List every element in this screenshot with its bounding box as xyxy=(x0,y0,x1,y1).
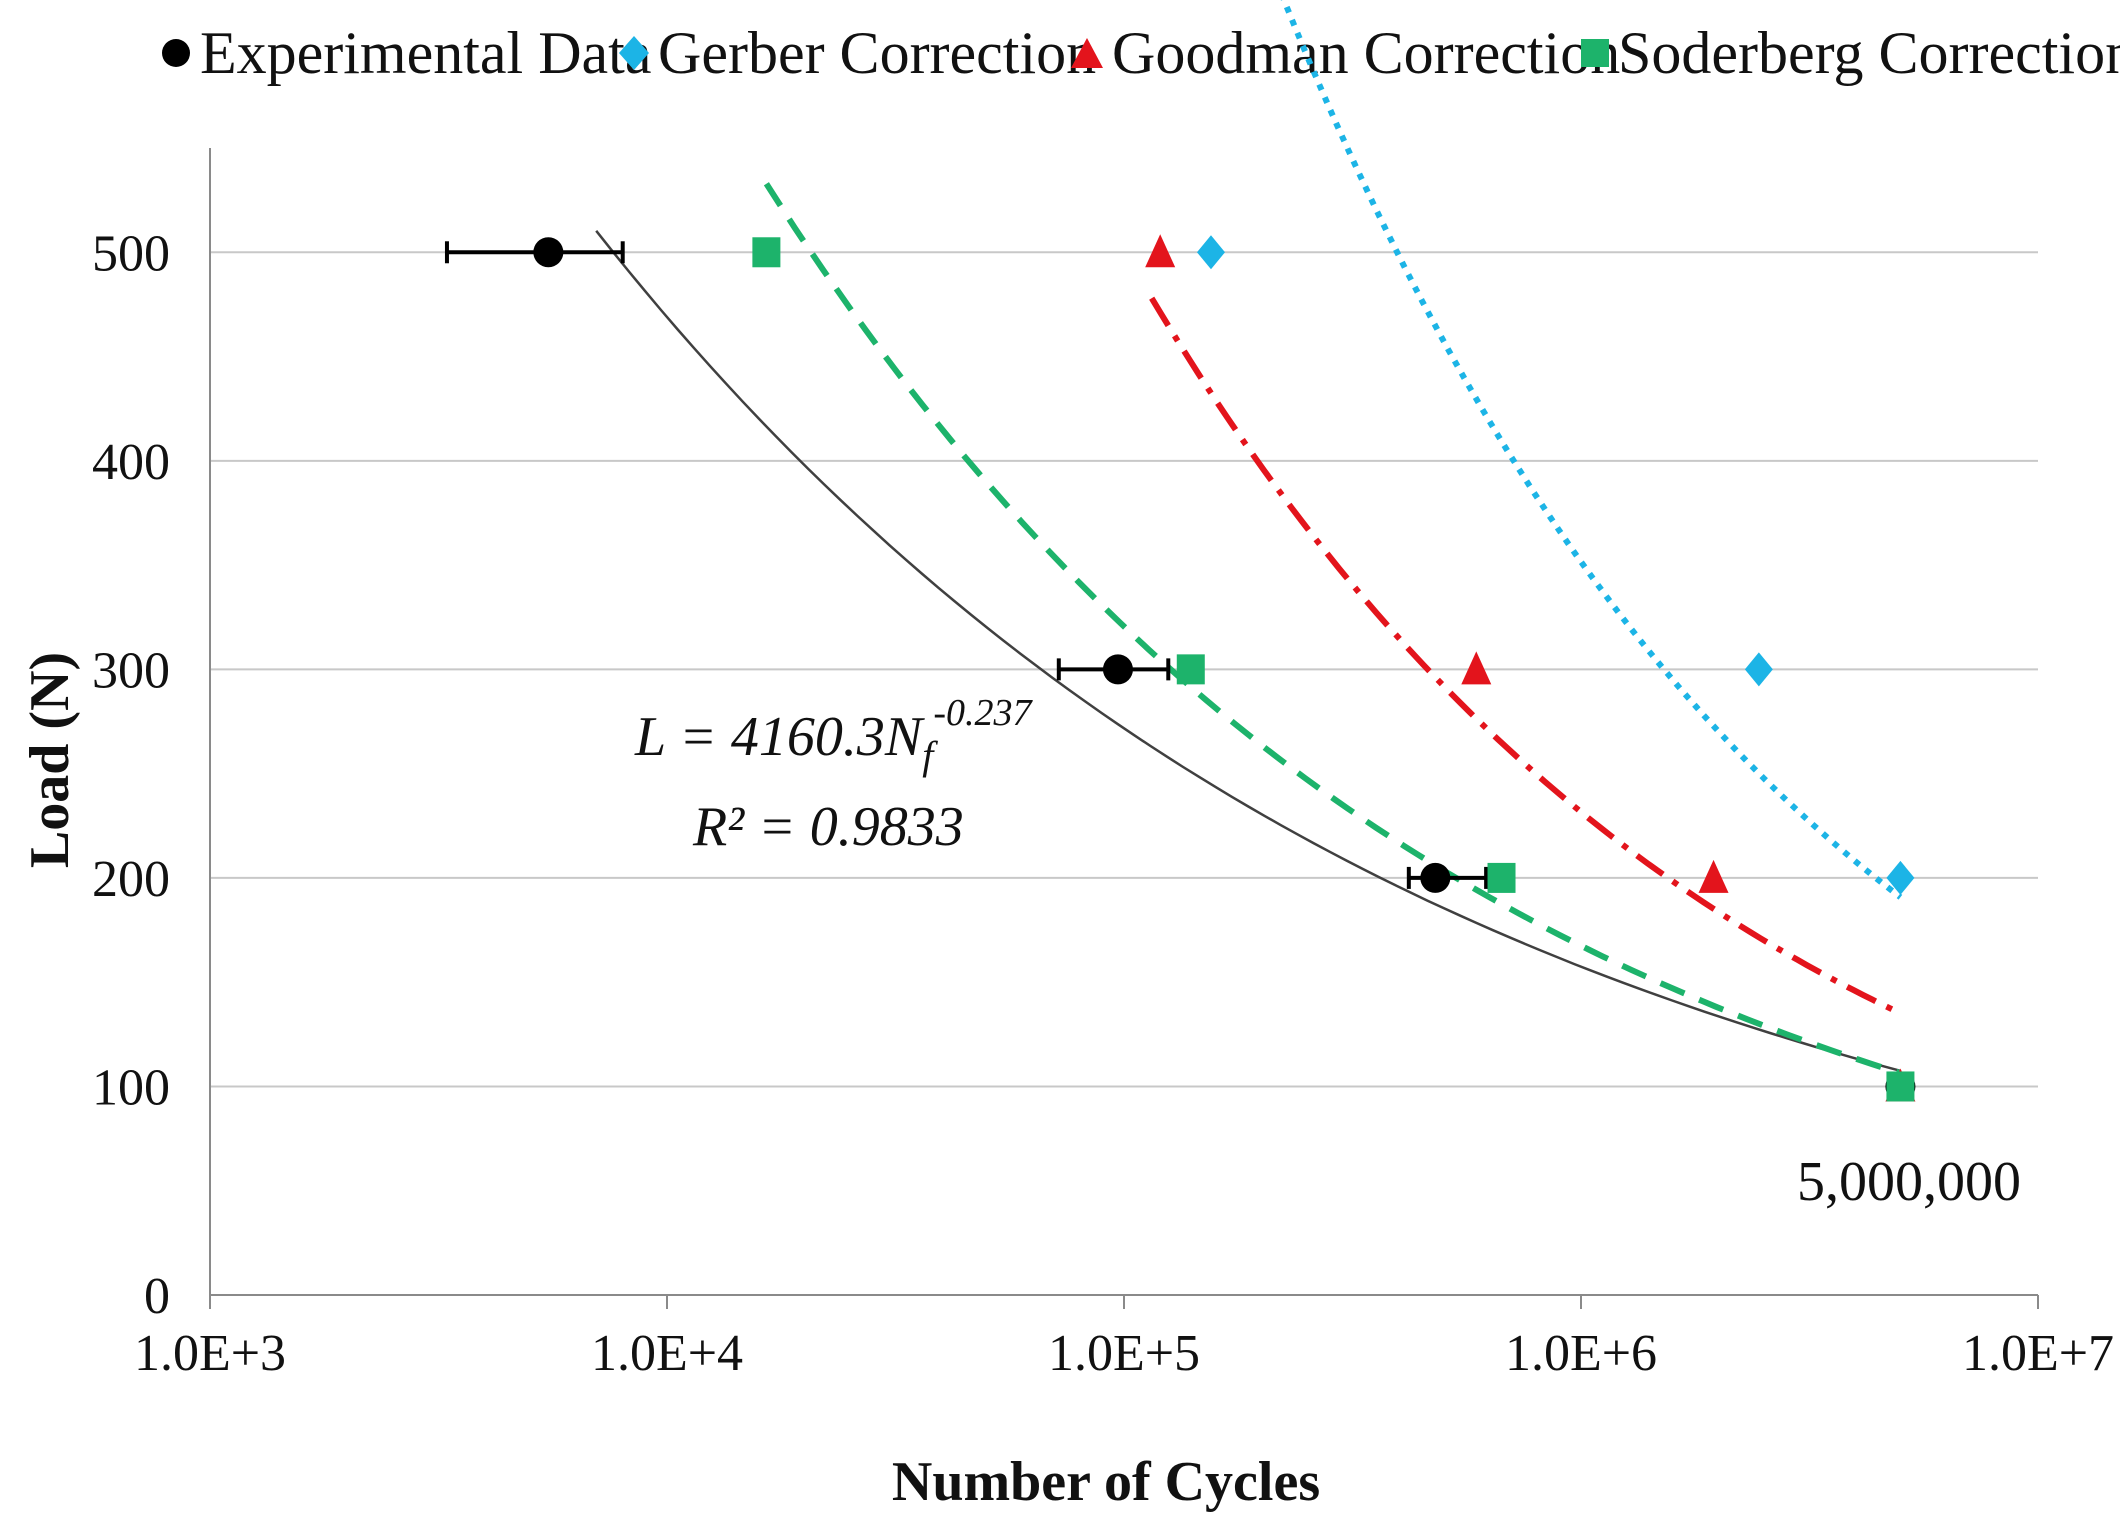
marker-soderberg-2 xyxy=(1487,862,1516,893)
y-tick-label-300: 300 xyxy=(92,642,170,699)
data-markers xyxy=(533,234,1916,1102)
trendline-goodman xyxy=(1149,296,1902,1017)
square-marker-icon xyxy=(1581,39,1609,67)
r-squared-annotation: R² = 0.9833 xyxy=(692,796,964,858)
marker-experimental-1 xyxy=(1102,654,1133,685)
x-tick-label-0: 1.0E+3 xyxy=(134,1325,286,1382)
legend-label-soderberg: Soderberg Correction xyxy=(1618,19,2120,86)
equation-subscript: f xyxy=(922,733,938,778)
legend-item-goodman: Goodman Correction xyxy=(1070,18,1620,88)
trendlines xyxy=(595,0,1903,1077)
marker-experimental-2 xyxy=(1420,862,1451,893)
triangle-marker-icon xyxy=(1071,38,1103,68)
marker-experimental-0 xyxy=(533,237,564,268)
x-axis-title: Number of Cycles xyxy=(892,1451,1320,1513)
legend-label-goodman: Goodman Correction xyxy=(1112,19,1621,86)
legend: Experimental Data Gerber Correction Good… xyxy=(0,18,2120,88)
y-tick-label-500: 500 xyxy=(92,225,170,282)
y-tick-label-100: 100 xyxy=(92,1059,170,1116)
marker-soderberg-3 xyxy=(1886,1071,1915,1102)
circle-marker-icon xyxy=(162,39,190,67)
y-tick-label-400: 400 xyxy=(92,434,170,491)
x-tick-label-2: 1.0E+5 xyxy=(1048,1325,1200,1382)
diamond-marker-icon xyxy=(619,36,649,70)
legend-item-experimental: Experimental Data xyxy=(160,18,651,88)
axes xyxy=(209,148,2039,1309)
marker-soderberg-1 xyxy=(1176,654,1205,685)
x-tick-label-3: 1.0E+6 xyxy=(1505,1325,1657,1382)
y-tick-label-200: 200 xyxy=(92,851,170,908)
marker-gerber-1 xyxy=(1744,652,1773,687)
marker-gerber-2 xyxy=(1886,860,1915,895)
equation-main: L = 4160.3N xyxy=(634,706,925,768)
legend-label-experimental: Experimental Data xyxy=(200,19,652,86)
legend-item-soderberg: Soderberg Correction xyxy=(1580,18,2120,88)
y-axis-title: Load (N) xyxy=(19,652,81,868)
legend-item-gerber: Gerber Correction xyxy=(618,18,1096,88)
tick-labels: 0 100 200 300 400 500 1.0E+3 1.0E+4 1.0E+5 1.0E+6… xyxy=(92,225,2114,1382)
marker-gerber-0 xyxy=(1196,235,1225,270)
equation-annotation: L = 4160.3Nf-0.237 xyxy=(634,692,1034,778)
x-tick-label-1: 1.0E+4 xyxy=(591,1325,743,1382)
error-bars xyxy=(444,241,1489,889)
cycles-annotation: 5,000,000 xyxy=(1797,1151,2021,1213)
legend-label-gerber: Gerber Correction xyxy=(658,19,1097,86)
marker-soderberg-0 xyxy=(752,237,781,268)
trendline-experimental xyxy=(595,230,1901,1073)
marker-goodman-1 xyxy=(1461,651,1492,685)
marker-goodman-0 xyxy=(1145,234,1176,268)
trendline-soderberg xyxy=(763,182,1902,1077)
trendline-gerber xyxy=(1280,0,1903,900)
marker-goodman-2 xyxy=(1698,859,1729,893)
y-tick-label-0: 0 xyxy=(144,1268,170,1325)
equation-exponent: -0.237 xyxy=(933,692,1033,734)
x-tick-label-4: 1.0E+7 xyxy=(1962,1325,2114,1382)
